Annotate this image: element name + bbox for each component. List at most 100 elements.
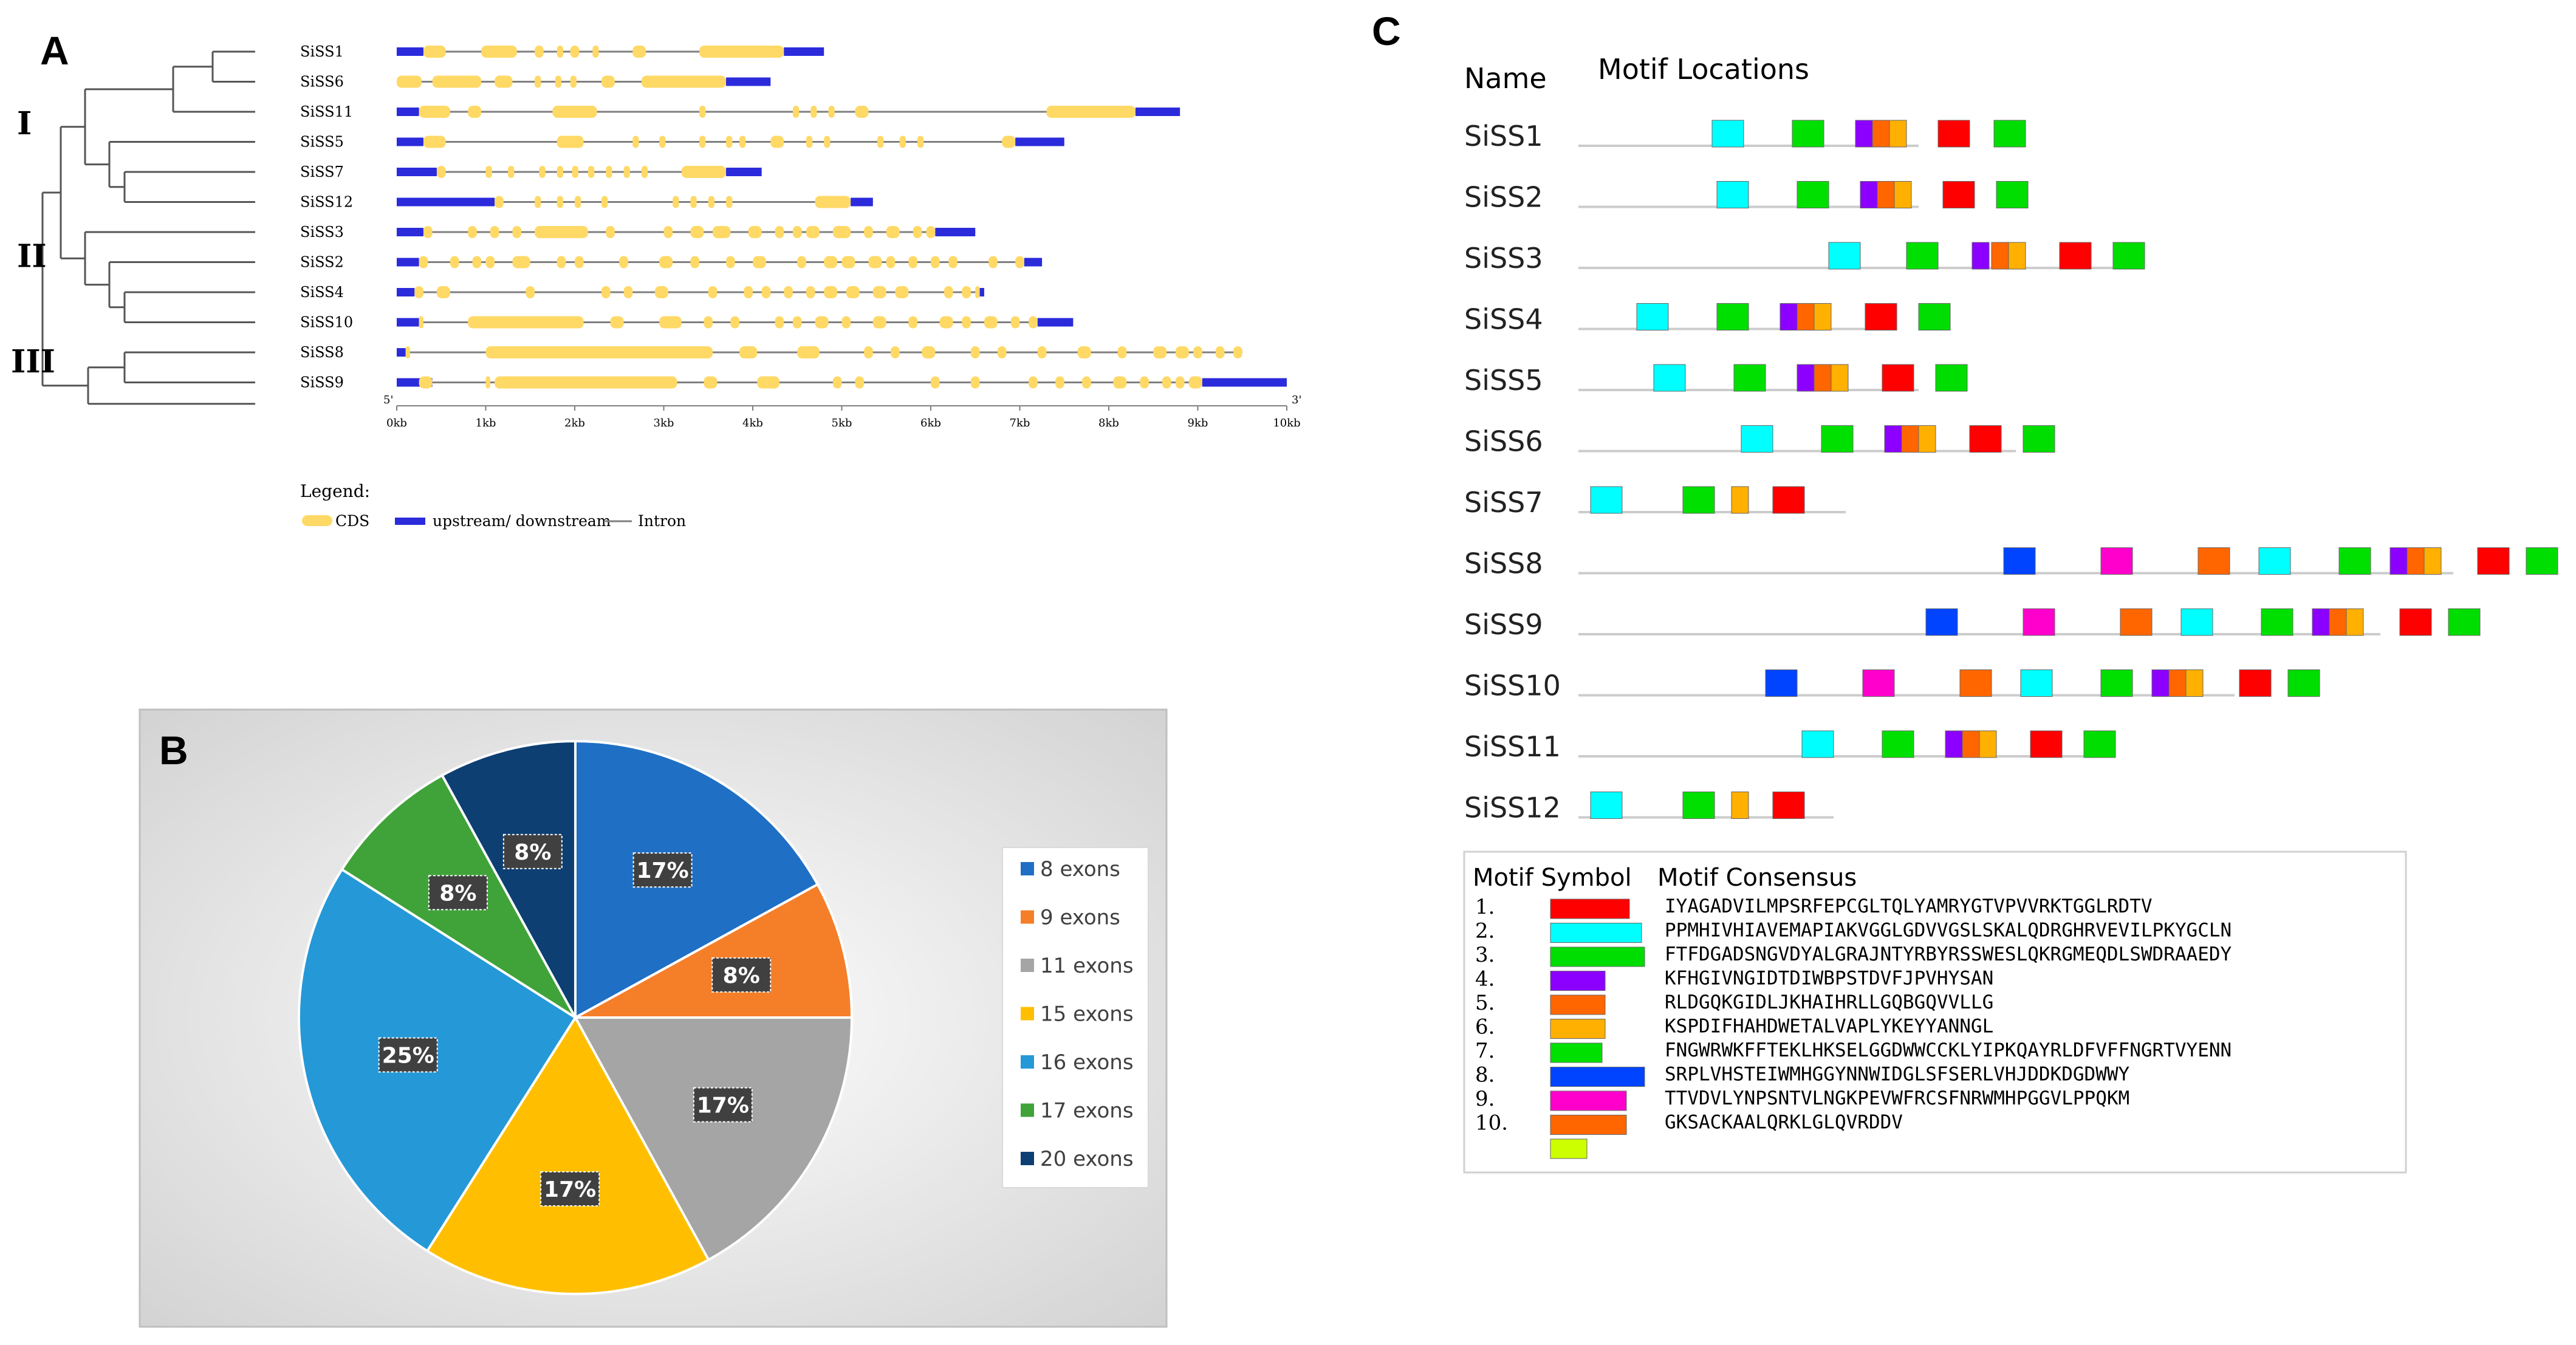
pie-legend-item: 8 exons (1021, 857, 1120, 881)
gene-name-label: SiSS12 (300, 194, 353, 211)
cds-block (775, 226, 784, 238)
cds-block (641, 166, 648, 178)
cds-block (841, 316, 851, 329)
cds-block (806, 286, 815, 298)
cds-block (832, 376, 842, 389)
cds-block (610, 316, 624, 329)
motif-box (1906, 242, 1939, 270)
motif-box (1862, 669, 1895, 697)
cds-block (575, 196, 581, 208)
motif-number: 10. (1475, 1111, 1508, 1135)
motif-box (2329, 608, 2347, 636)
pie-data-label: 8% (502, 833, 563, 869)
cds-block (468, 316, 584, 329)
protein-name-label: SiSS7 (1464, 486, 1543, 519)
gene-structure-legend: Legend: CDS upstream/ downstream Intron (300, 481, 686, 530)
cds-block (886, 256, 896, 269)
cds-block (699, 46, 784, 58)
motif-box (1792, 120, 1824, 148)
cds-block (997, 346, 1007, 358)
motif-number: 5. (1475, 991, 1495, 1015)
motif-symbol-header: Motif Symbol (1473, 864, 1632, 892)
motif-number: 1. (1475, 895, 1495, 919)
svg-text:8%: 8% (723, 963, 760, 988)
motif-consensus-text: RLDGQKGIDLJKHAIHRLLGQBGQVVLLG (1665, 991, 1993, 1013)
motif-box (2526, 547, 2558, 575)
motif-consensus-text: FTFDGADSNGVDYALGRAJNTYRBYRSSWESLQKRGMEQD… (1665, 943, 2232, 965)
cds-block (1029, 316, 1038, 329)
motif-box (2008, 242, 2026, 270)
gene-name-label: SiSS9 (300, 374, 344, 391)
cds-block (726, 196, 733, 208)
cds-block (632, 46, 646, 58)
gene-name-label: SiSS8 (300, 344, 344, 361)
pie-data-label: 8% (711, 957, 772, 993)
gene-name-label: SiSS2 (300, 254, 344, 271)
cds-block (770, 135, 784, 148)
pie-data-label: 25% (378, 1037, 438, 1073)
motif-number: 4. (1475, 967, 1495, 991)
cds-block (886, 226, 900, 238)
motif-box (2389, 547, 2408, 575)
cds-block (855, 106, 869, 118)
cds-block (414, 286, 423, 298)
cds-block (797, 346, 820, 358)
motif-box (2120, 608, 2153, 636)
cds-block (663, 226, 673, 238)
cds-block (405, 346, 410, 358)
protein-name-label: SiSS2 (1464, 181, 1543, 214)
motif-box (1828, 242, 1861, 270)
motif-box (2100, 669, 2133, 697)
motif-box (1979, 730, 1997, 758)
pie-legend-item: 17 exons (1021, 1099, 1134, 1123)
motif-box (1711, 120, 1744, 148)
cds-block (931, 376, 940, 389)
motif-row: SiSS10 (1464, 669, 2320, 702)
motif-legend-row: 1. IYAGADVILMPSRFEPCGLTQLYAMRYGTVPVVRKTGG… (1475, 895, 2153, 919)
motif-box (1855, 120, 1873, 148)
axis-tick-label: 0kb (386, 417, 407, 430)
motif-box (1962, 730, 1980, 758)
legend-cds-label: CDS (335, 512, 369, 530)
motif-box (1865, 303, 1897, 330)
motif-box (1772, 792, 1805, 819)
cds-block (1082, 376, 1091, 389)
cds-block (975, 286, 980, 298)
cds-block (730, 316, 740, 329)
motif-box (2151, 669, 2170, 697)
cds-block (495, 75, 513, 88)
panel-a-letter: A (40, 28, 69, 73)
axis-tick-label: 8kb (1098, 417, 1119, 430)
motif-box (1716, 303, 1749, 330)
cds-block (490, 226, 499, 238)
cds-block (948, 256, 957, 269)
cds-block (557, 196, 563, 208)
motif-box (2338, 547, 2371, 575)
motif-box (1590, 486, 1623, 514)
clade-label-1: I (17, 105, 32, 142)
protein-name-label: SiSS3 (1464, 242, 1543, 275)
gene-structure-row (397, 226, 976, 238)
gene-name-label: SiSS5 (300, 134, 344, 151)
motif-box (2287, 669, 2320, 697)
motif-row: SiSS9 (1464, 608, 2481, 641)
cds-block (601, 196, 608, 208)
cds-block (1077, 346, 1091, 358)
axis-tick-label: 2kb (564, 417, 585, 430)
motif-row: SiSS5 (1464, 364, 1968, 397)
cds-block (895, 286, 909, 298)
utr-block (1135, 108, 1180, 116)
cds-block (423, 135, 446, 148)
motif-box (1765, 669, 1798, 697)
cds-block (397, 75, 422, 88)
pie-slices (298, 739, 854, 1295)
cds-block (815, 316, 829, 329)
motif-box (2448, 608, 2481, 636)
cds-block (806, 226, 820, 238)
cds-block (922, 346, 936, 358)
pie-legend: 8 exons 9 exons 11 exons 15 exons 16 exons 17… (1002, 847, 1149, 1188)
motif-box (1590, 792, 1623, 819)
cds-block (739, 346, 758, 358)
motif-box (1831, 364, 1849, 392)
